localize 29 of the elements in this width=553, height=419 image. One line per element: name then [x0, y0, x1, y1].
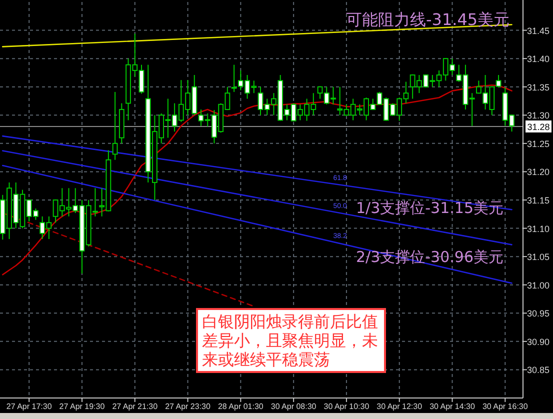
- x-tick-label: 27 Apr 19:30: [59, 402, 106, 411]
- y-tick-label: 31.25: [527, 138, 550, 149]
- candlestick: [112, 91, 118, 160]
- y-tick-label: 31.35: [527, 82, 550, 92]
- x-tick-label: 30 Apr 12:30: [376, 402, 423, 411]
- y-tick-label: 30.95: [527, 308, 550, 319]
- y-tick-label: 31.10: [527, 224, 550, 234]
- y-tick-label: 31.45: [527, 26, 550, 36]
- x-tick-label: 27 Apr 21:30: [112, 402, 158, 411]
- y-tick-label: 30.90: [527, 336, 550, 347]
- x-tick-label: 27 Apr 17:30: [6, 402, 52, 411]
- y-tick-label: 31.00: [527, 280, 550, 290]
- x-tick-label: 30 Apr 14:30: [430, 402, 476, 411]
- y-tick-label: 31.15: [527, 196, 550, 206]
- y-tick-label: 31.05: [527, 252, 550, 262]
- y-tick-label: 31.20: [527, 167, 550, 178]
- annotation: 可能阻力线-31.45美元: [346, 10, 510, 29]
- x-tick-label: 30 Apr 10:30: [324, 402, 370, 411]
- y-tick-label: 31.40: [527, 54, 550, 64]
- x-tick-label: 30 Apr 16:30: [482, 402, 528, 411]
- note: 白银阴阳烛录得前后比值差异小，且聚焦明显，未来或继续平稳震荡: [196, 308, 386, 373]
- annotation: 白银阴阳烛录得前后比值差异小，且聚焦明显，未来或继续平稳震荡: [202, 312, 378, 369]
- x-tick-label: 28 Apr 01:30: [218, 402, 264, 411]
- ref-line-label: 31.28: [527, 122, 550, 132]
- candlestick: [231, 64, 237, 92]
- y-tick-label: 31.30: [527, 110, 550, 121]
- x-tick-label: 27 Apr 23:30: [165, 402, 212, 411]
- x-tick-label: 30 Apr 08:30: [270, 402, 317, 411]
- y-tick-label: 30.85: [527, 365, 550, 376]
